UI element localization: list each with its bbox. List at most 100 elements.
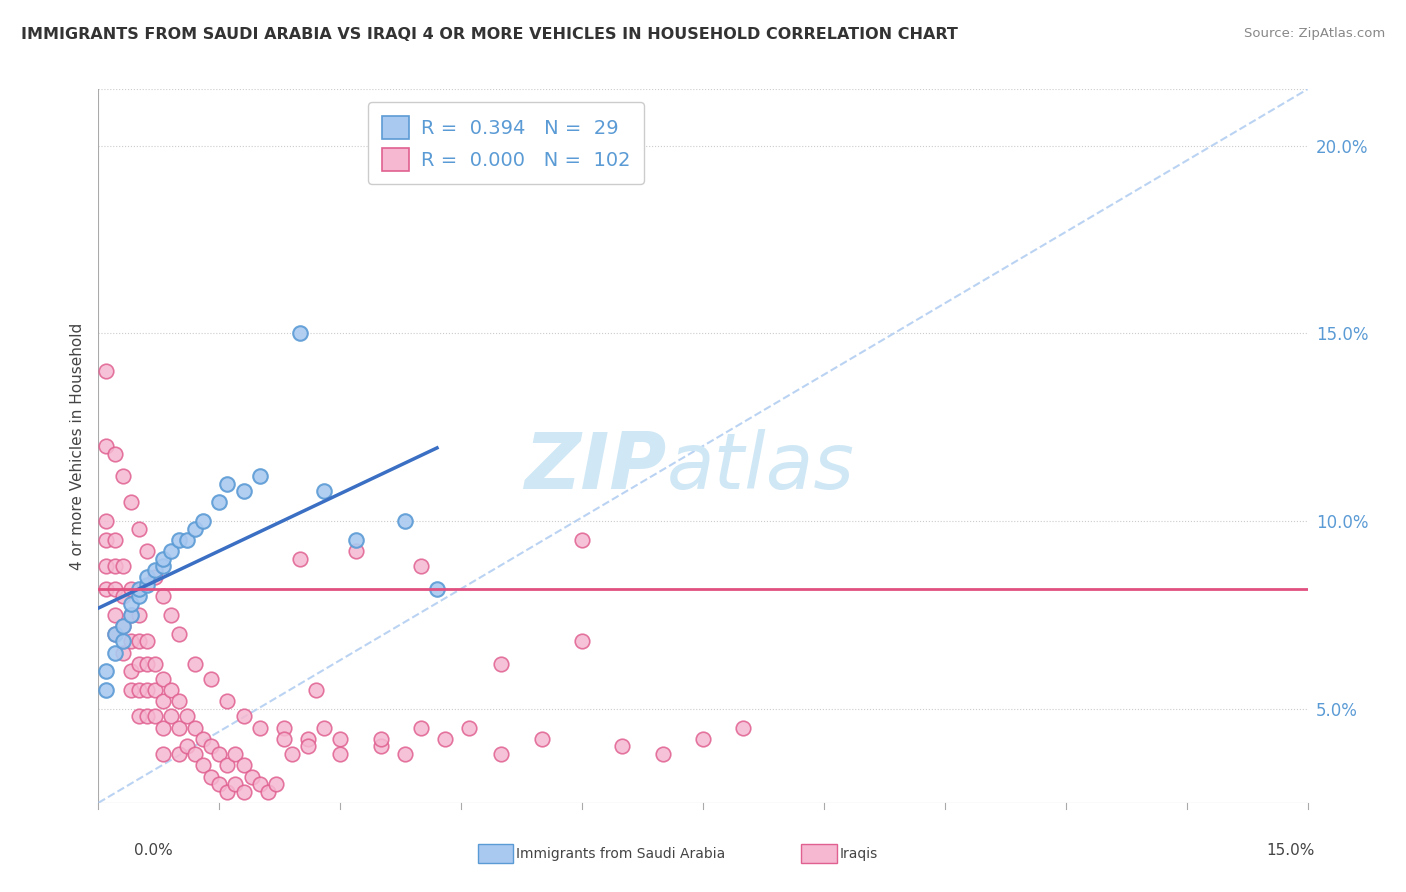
Legend: R =  0.394   N =  29, R =  0.000   N =  102: R = 0.394 N = 29, R = 0.000 N = 102 [368,103,644,185]
Point [692,731,714,746]
Point [143,563,166,577]
Point [152,559,174,574]
Point [160,607,183,622]
Point [208,747,231,761]
Point [193,514,215,528]
Point [208,777,231,791]
Point [370,739,392,754]
Point [208,495,231,509]
Point [344,544,367,558]
Point [184,747,207,761]
Point [193,731,215,746]
Point [409,559,432,574]
Point [249,777,271,791]
Point [160,544,183,558]
Point [103,646,125,660]
Point [288,551,311,566]
Point [176,709,198,723]
Point [217,758,239,772]
Point [344,533,367,547]
Point [434,731,457,746]
Point [128,582,150,596]
Point [120,582,142,596]
Point [264,777,287,791]
Point [167,747,190,761]
Point [329,731,352,746]
Point [167,627,190,641]
Point [143,570,166,584]
Point [128,634,150,648]
Point [571,533,593,547]
Point [571,634,593,648]
Point [96,533,118,547]
Point [217,476,239,491]
Point [152,747,174,761]
Point [135,709,157,723]
Point [111,559,134,574]
Point [612,739,634,754]
Point [249,721,271,735]
Point [103,559,125,574]
Point [96,439,118,453]
Point [96,559,118,574]
Point [409,721,432,735]
Y-axis label: 4 or more Vehicles in Household: 4 or more Vehicles in Household [69,322,84,570]
Point [491,747,513,761]
Point [96,665,118,679]
Point [152,721,174,735]
Point [224,747,246,761]
Point [103,607,125,622]
Point [491,657,513,671]
Point [200,672,222,686]
Point [111,619,134,633]
Point [103,446,125,460]
Point [96,514,118,528]
Point [329,747,352,761]
Point [143,657,166,671]
Text: IMMIGRANTS FROM SAUDI ARABIA VS IRAQI 4 OR MORE VEHICLES IN HOUSEHOLD CORRELATIO: IMMIGRANTS FROM SAUDI ARABIA VS IRAQI 4 … [21,27,957,42]
Point [256,784,278,798]
Point [200,770,222,784]
Point [143,709,166,723]
Point [281,747,304,761]
Point [394,747,416,761]
Text: 0.0%: 0.0% [134,843,173,858]
Point [426,582,449,596]
Point [120,597,142,611]
Point [143,683,166,698]
Point [305,683,328,698]
Point [152,551,174,566]
Point [128,709,150,723]
Point [273,721,295,735]
Point [224,777,246,791]
Point [120,683,142,698]
Text: atlas: atlas [666,429,855,506]
Point [232,784,254,798]
Text: ZIP: ZIP [524,429,666,506]
Point [458,721,481,735]
Point [96,683,118,698]
Point [135,570,157,584]
Point [128,683,150,698]
Point [103,533,125,547]
Point [135,657,157,671]
Point [128,657,150,671]
Text: Immigrants from Saudi Arabia: Immigrants from Saudi Arabia [516,847,725,861]
Point [120,495,142,509]
Point [297,731,319,746]
Point [120,634,142,648]
Point [152,672,174,686]
Point [103,582,125,596]
Point [111,646,134,660]
Point [111,619,134,633]
Point [394,514,416,528]
Point [103,627,125,641]
Point [135,634,157,648]
Text: Iraqis: Iraqis [839,847,877,861]
Point [370,731,392,746]
Point [288,326,311,341]
Point [217,694,239,708]
Point [314,721,336,735]
Text: Source: ZipAtlas.com: Source: ZipAtlas.com [1244,27,1385,40]
Point [176,739,198,754]
